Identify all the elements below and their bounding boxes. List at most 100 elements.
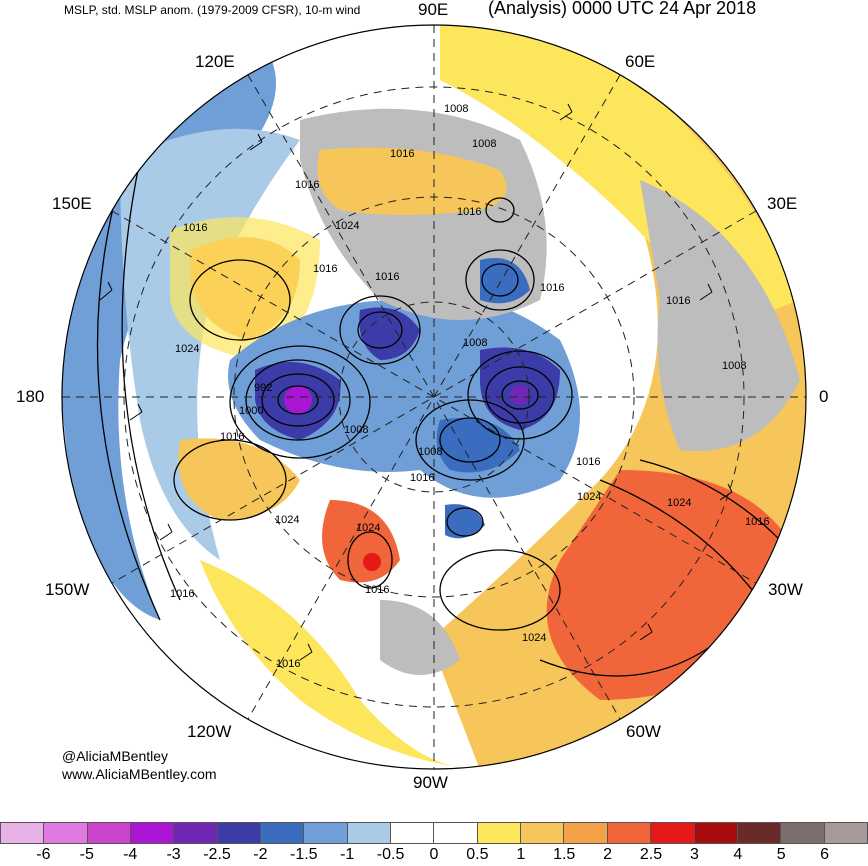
colorbar-swatch xyxy=(130,822,174,844)
anomaly-shade-low-north xyxy=(480,258,530,304)
colorbar-tick-label: 0.5 xyxy=(466,846,489,863)
isobar-label: 1016 xyxy=(220,431,244,443)
colorbar-labels: -6 -5 -4 -3 -2.5 -2 -1.5 -1 -0.5 0 0.5 1 1.5 2 2.5 3 4 5 6 xyxy=(0,846,868,866)
lon-label-150e: 150E xyxy=(52,194,92,213)
isobar-label: 1008 xyxy=(722,360,746,372)
wind-barbs xyxy=(99,103,733,661)
colorbar-swatch xyxy=(0,822,44,844)
colorbar-tick-label: -0.5 xyxy=(376,846,405,863)
anomaly-shade-gulf-grey xyxy=(380,600,460,675)
isobar-label: 1016 xyxy=(745,516,769,528)
isobar-label: 1000 xyxy=(239,405,263,417)
isobar-label: 1016 xyxy=(666,295,690,307)
lon-label-90w: 90W xyxy=(413,773,448,792)
colorbar-swatch xyxy=(736,822,781,844)
isobar-label: 1016 xyxy=(410,472,434,484)
colorbar-swatch xyxy=(650,822,694,844)
lon-label-180: 180 xyxy=(16,387,45,406)
lon-label-60e: 60E xyxy=(625,52,656,71)
colorbar-tick-label: -1.5 xyxy=(290,846,318,863)
isobar-label: 1008 xyxy=(472,138,496,150)
analysis-time: (Analysis) 0000 UTC 24 Apr 2018 xyxy=(488,0,757,18)
colorbar-swatch xyxy=(260,822,304,844)
anomaly-core-westna xyxy=(363,553,381,571)
map-canvas: 1008 1008 1016 1016 1024 1016 1016 1016 … xyxy=(61,24,807,770)
colorbar-swatch xyxy=(86,822,131,844)
anomaly-shade-alaska-warm xyxy=(178,438,300,520)
isobar-label: 1024 xyxy=(522,632,546,644)
lon-label-30e: 30E xyxy=(767,194,798,213)
colorbar-swatch xyxy=(520,822,564,844)
colorbar-tick-label: 3 xyxy=(689,846,699,863)
anomaly-shade-low-south xyxy=(436,418,520,473)
anomaly-core-west xyxy=(284,386,312,414)
colorbar-tick-label: 4 xyxy=(733,846,743,863)
anomaly-shade-yellow-asia xyxy=(170,217,320,360)
colorbar-tick-label: -1 xyxy=(340,846,355,863)
colorbar-tick-label: -4 xyxy=(123,846,138,863)
anomaly-shade-low-hudson xyxy=(445,504,485,539)
isobar-label: 1024 xyxy=(356,522,380,534)
isobar-label: 1024 xyxy=(577,491,601,503)
isobar-label: 1016 xyxy=(313,263,337,275)
isobar-label: 1016 xyxy=(295,179,319,191)
colorbar xyxy=(0,822,868,844)
isobar-label: 1016 xyxy=(170,588,194,600)
isobar-label: 1008 xyxy=(418,446,442,458)
isobar-label: 1016 xyxy=(390,148,414,160)
colorbar-swatch xyxy=(433,822,477,844)
colorbar-tick-label: 1.5 xyxy=(553,846,576,863)
colorbar-swatch xyxy=(563,822,607,844)
isobar-label: 1016 xyxy=(365,584,389,596)
colorbar-tick-label: 5 xyxy=(776,846,786,863)
isobar-label: 1016 xyxy=(457,206,481,218)
lon-label-90e: 90E xyxy=(418,0,449,19)
isobar-label: 1008 xyxy=(344,424,368,436)
isobar-label: 1016 xyxy=(183,222,207,234)
colorbar-tick-label: 0 xyxy=(429,846,439,863)
lon-label-120w: 120W xyxy=(187,722,232,741)
isobar-lines xyxy=(96,159,781,677)
colorbar-tick-label: 2.5 xyxy=(639,846,663,863)
isobar-label: 1016 xyxy=(540,282,564,294)
anomaly-shade-grey-europe xyxy=(640,180,800,452)
colorbar-swatch xyxy=(346,822,391,844)
colorbar-swatch xyxy=(43,822,87,844)
colorbar-swatch xyxy=(606,822,651,844)
isobar-label: 1024 xyxy=(175,343,199,355)
colorbar-tick-label: 6 xyxy=(820,846,830,863)
colorbar-swatch xyxy=(303,822,347,844)
colorbar-swatch xyxy=(390,822,434,844)
isobar-label: 1024 xyxy=(275,514,299,526)
map-title: MSLP, std. MSLP anom. (1979-2009 CFSR), … xyxy=(64,3,361,17)
colorbar-tick-label: -6 xyxy=(36,846,51,863)
isobar-label: 1024 xyxy=(335,220,359,232)
colorbar-tick-label: 1 xyxy=(516,846,526,863)
colorbar-tick-label: -5 xyxy=(79,846,94,863)
colorbar-tick-label: 2 xyxy=(603,846,613,863)
colorbar-swatch xyxy=(173,822,217,844)
anomaly-core-east xyxy=(510,385,530,405)
map-boundary xyxy=(61,24,807,770)
lon-label-150w: 150W xyxy=(45,580,90,599)
graticule xyxy=(62,25,806,769)
colorbar-tick-label: -2.5 xyxy=(203,846,231,863)
colorbar-tick-label: -2 xyxy=(253,846,268,863)
isobar-label: 1024 xyxy=(667,497,691,509)
colorbar-swatch xyxy=(693,822,737,844)
polar-map: 1008 1008 1016 1016 1024 1016 1016 1016 … xyxy=(16,0,829,792)
isobar-label-group: 1008 1008 1016 1016 1024 1016 1016 1016 … xyxy=(170,103,769,670)
isobar-label: 1016 xyxy=(375,271,399,283)
credit-handle: @AliciaMBentley xyxy=(62,748,169,764)
lon-label-30w: 30W xyxy=(768,580,803,599)
isobar-label: 1016 xyxy=(276,658,300,670)
colorbar-tick-label: -3 xyxy=(166,846,181,863)
anomaly-shade-sw-yellow xyxy=(200,560,480,769)
lon-label-0: 0 xyxy=(819,387,829,406)
colorbar-swatch xyxy=(823,822,868,844)
colorbar-swatch xyxy=(476,822,521,844)
credit-website: www.AliciaMBentley.com xyxy=(62,766,217,782)
isobar-label: 992 xyxy=(254,382,272,394)
lon-label-60w: 60W xyxy=(626,722,661,741)
isobar-label: 1008 xyxy=(444,103,468,115)
